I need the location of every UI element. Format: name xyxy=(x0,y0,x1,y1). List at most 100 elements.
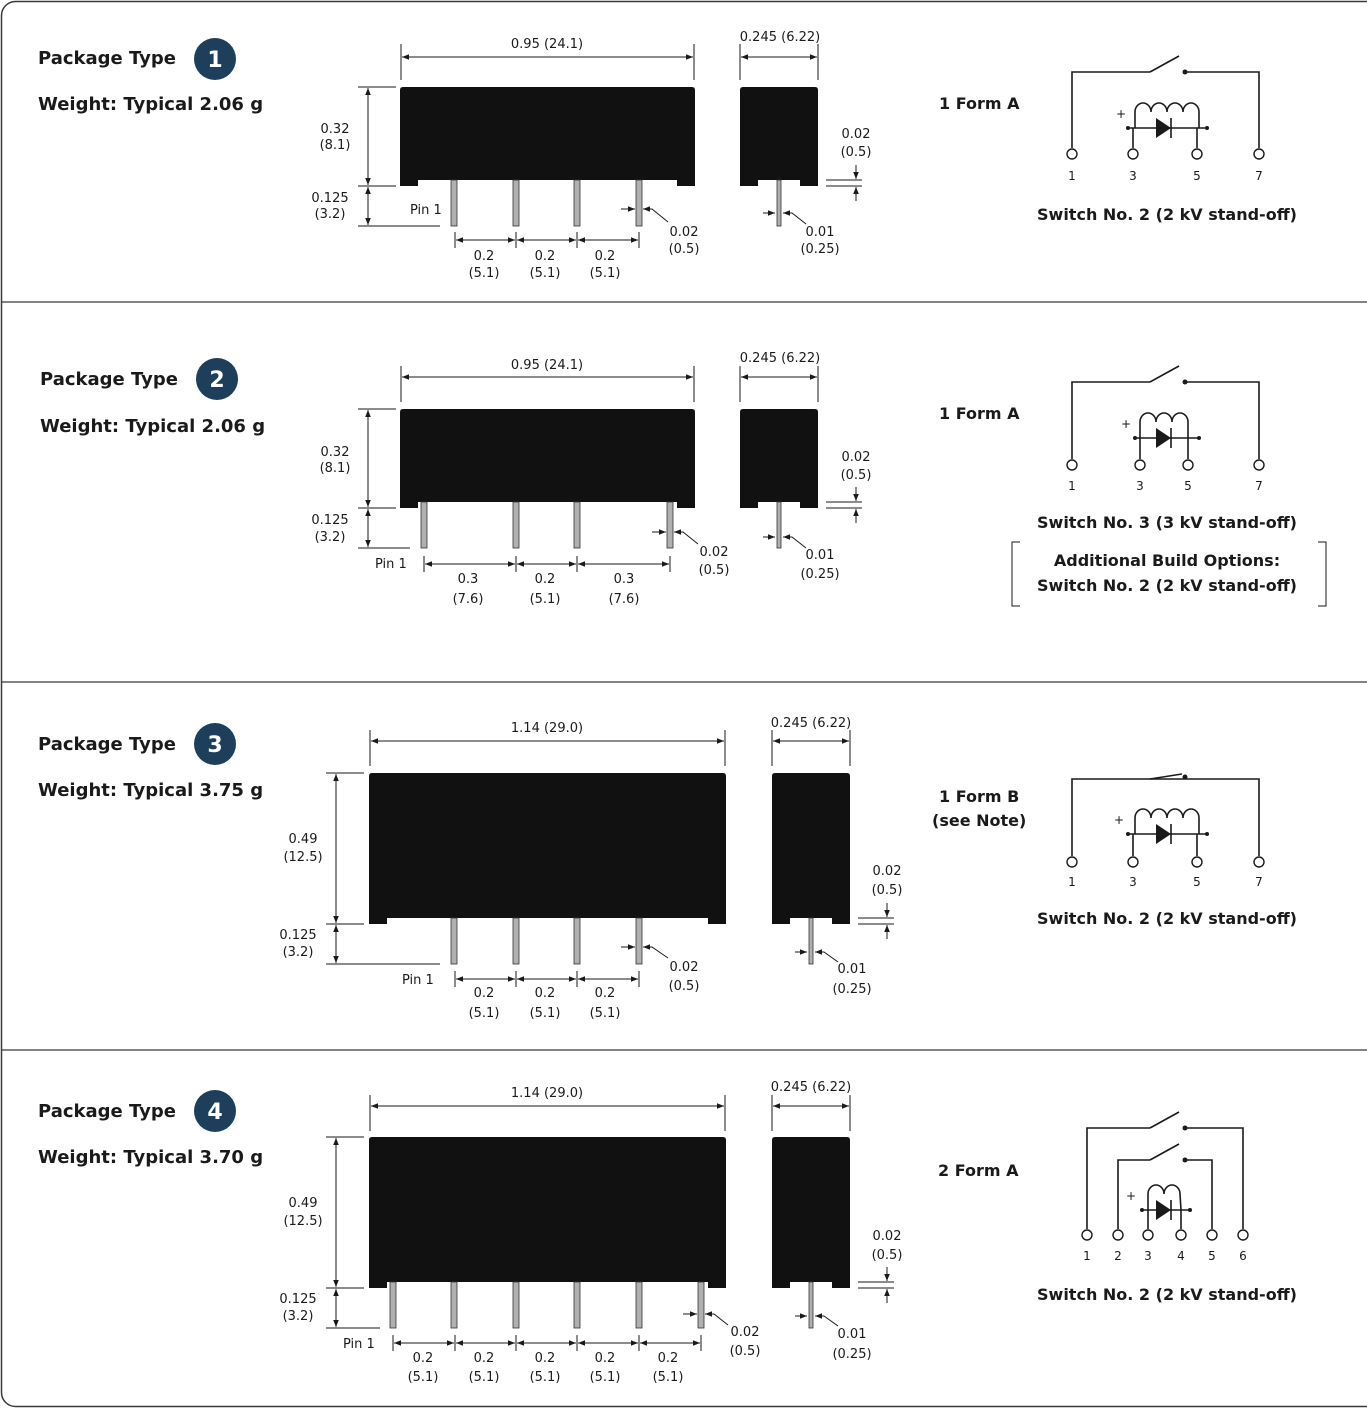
package-heading: Package Type xyxy=(38,48,176,69)
options-bracket-left xyxy=(1011,541,1020,607)
pin-width-dimension: 0.02 xyxy=(700,545,729,560)
pin xyxy=(512,179,520,227)
package-number: 3 xyxy=(207,733,222,758)
pin-spacing: 0.2 xyxy=(535,986,556,1001)
pin-spacing: 0.2 xyxy=(658,1351,679,1366)
pin-width-dimension-mm: (0.5) xyxy=(669,242,700,257)
pin xyxy=(573,1281,581,1329)
switch-label: Switch No. 3 (3 kV stand-off) xyxy=(1037,513,1297,532)
pin-spacing: 0.3 xyxy=(458,572,479,587)
package-number-badge xyxy=(196,358,238,400)
build-options-item: Switch No. 2 (2 kV stand-off) xyxy=(1037,576,1297,595)
build-options-heading: Additional Build Options: xyxy=(1054,551,1280,570)
pin-number: 3 xyxy=(1129,169,1137,183)
pin-number: 1 xyxy=(1068,169,1076,183)
contact-form: 2 Form A xyxy=(938,1161,1019,1180)
pin-number: 7 xyxy=(1255,875,1263,889)
pin-spacing-mm: (5.1) xyxy=(469,1006,500,1021)
schematic-1-form-a: + xyxy=(1066,365,1265,471)
package-weight: Weight: Typical 2.06 g xyxy=(40,416,265,437)
pin-spacing-mm: (5.1) xyxy=(469,266,500,281)
pin-spacing: 0.3 xyxy=(614,572,635,587)
pin-spacing-mm: (5.1) xyxy=(653,1370,684,1385)
package-heading: Package Type xyxy=(40,369,178,390)
pin-spacing-mm: (5.1) xyxy=(530,592,561,607)
package-number: 4 xyxy=(207,1100,222,1125)
pin-width-dimension-mm: (0.5) xyxy=(699,563,730,578)
lead-length-dimension-mm: (3.2) xyxy=(315,207,346,222)
pin-number: 5 xyxy=(1184,479,1192,493)
pin1-label: Pin 1 xyxy=(343,1337,375,1352)
pin-number: 5 xyxy=(1208,1249,1216,1263)
pin-thickness-dimension: 0.01 xyxy=(838,962,867,977)
package-heading: Package Type xyxy=(38,734,176,755)
pin-spacing-mm: (7.6) xyxy=(453,592,484,607)
length-dimension: 0.95 (24.1) xyxy=(511,358,583,373)
standoff-dimension: 0.02 xyxy=(873,1229,902,1244)
pin xyxy=(389,1281,397,1329)
switch-label: Switch No. 2 (2 kV stand-off) xyxy=(1037,205,1297,224)
standoff-dimension: 0.02 xyxy=(842,127,871,142)
side-pin xyxy=(776,179,782,227)
options-bracket-right xyxy=(1318,541,1327,607)
height-dimension: 0.49 xyxy=(289,1196,318,1211)
lead-length-dimension-mm: (3.2) xyxy=(283,945,314,960)
schematic-1-form-a: + xyxy=(1066,55,1265,160)
pin xyxy=(573,501,581,549)
pin-number: 2 xyxy=(1114,1249,1122,1263)
side-pin xyxy=(808,1281,814,1329)
svg-text:+: + xyxy=(1121,417,1131,431)
package-number: 1 xyxy=(207,48,222,73)
pin xyxy=(635,917,643,965)
contact-form: 1 Form A xyxy=(939,94,1020,113)
lead-length-dimension: 0.125 xyxy=(279,1292,316,1307)
standoff-dimension: 0.02 xyxy=(842,450,871,465)
pin-number: 7 xyxy=(1255,479,1263,493)
pin-thickness-dimension-mm: (0.25) xyxy=(800,242,839,257)
pin-spacing-mm: (5.1) xyxy=(530,1006,561,1021)
package-section-1: Package Type 1 Weight: Typical 2.06 g 0.… xyxy=(38,30,1297,281)
package-section-4: Package Type 4 Weight: Typical 3.70 g 1.… xyxy=(38,1080,1297,1385)
relay-body-front xyxy=(369,1137,726,1288)
pin-number: 3 xyxy=(1129,875,1137,889)
pin-spacing: 0.2 xyxy=(535,249,556,264)
package-heading: Package Type xyxy=(38,1101,176,1122)
pin-spacing: 0.2 xyxy=(474,249,495,264)
pin-number: 1 xyxy=(1068,479,1076,493)
pin-spacing-mm: (5.1) xyxy=(530,1370,561,1385)
relay-body-front xyxy=(369,773,726,924)
package-weight: Weight: Typical 2.06 g xyxy=(38,94,263,115)
pin xyxy=(450,1281,458,1329)
pin-spacing: 0.2 xyxy=(413,1351,434,1366)
width-dimension: 0.245 (6.22) xyxy=(740,30,820,45)
lead-length-dimension: 0.125 xyxy=(279,928,316,943)
pin1-label: Pin 1 xyxy=(402,973,434,988)
height-dimension: 0.32 xyxy=(321,122,350,137)
package-number: 2 xyxy=(209,368,224,393)
pin xyxy=(512,1281,520,1329)
height-dimension-mm: (8.1) xyxy=(320,138,351,153)
pin-number: 3 xyxy=(1136,479,1144,493)
pin xyxy=(573,917,581,965)
standoff-dimension-mm: (0.5) xyxy=(872,883,903,898)
standoff-dimension: 0.02 xyxy=(873,864,902,879)
width-dimension: 0.245 (6.22) xyxy=(740,351,820,366)
pin xyxy=(512,917,520,965)
height-dimension: 0.49 xyxy=(289,832,318,847)
pin-spacing: 0.2 xyxy=(474,986,495,1001)
pin xyxy=(666,501,674,549)
lead-length-dimension-mm: (3.2) xyxy=(283,1309,314,1324)
pin-width-dimension: 0.02 xyxy=(731,1325,760,1340)
pin-thickness-dimension: 0.01 xyxy=(806,225,835,240)
pin-spacing-mm: (5.1) xyxy=(590,266,621,281)
switch-label: Switch No. 2 (2 kV stand-off) xyxy=(1037,1285,1297,1304)
lead-length-dimension: 0.125 xyxy=(311,513,348,528)
pin-spacing: 0.2 xyxy=(595,986,616,1001)
pin-number: 4 xyxy=(1177,1249,1185,1263)
pin-thickness-dimension-mm: (0.25) xyxy=(832,982,871,997)
svg-text:+: + xyxy=(1116,107,1126,121)
relay-body-side xyxy=(740,87,818,186)
pin-width-dimension-mm: (0.5) xyxy=(669,979,700,994)
